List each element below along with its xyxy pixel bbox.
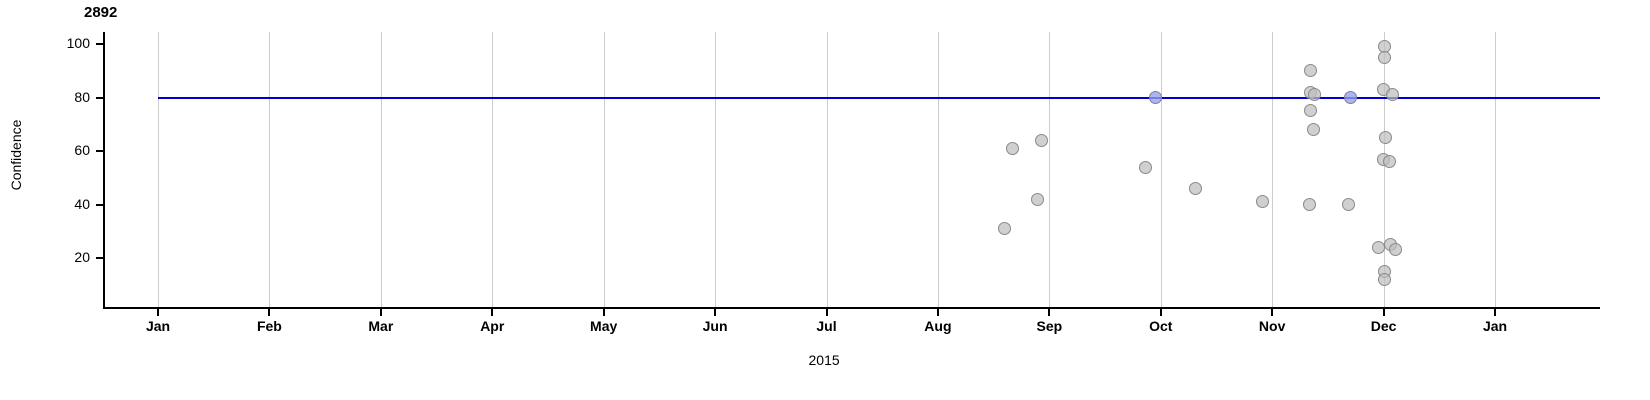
x-tick-mark [1048,309,1051,316]
scatter-point[interactable] [1304,104,1318,118]
scatter-point[interactable] [1035,133,1049,147]
x-tick-label: Sep [1036,318,1063,334]
y-tick-label: 40 [74,195,90,212]
scatter-point[interactable] [1304,64,1318,78]
grid-line [158,32,159,307]
y-tick-mark [96,96,103,99]
scatter-point[interactable] [1382,155,1396,169]
y-tick-label: 60 [74,142,90,158]
scatter-point[interactable] [1303,198,1317,211]
threshold-line [158,96,1600,99]
scatter-point[interactable] [1307,88,1321,102]
y-tick-mark [96,257,103,259]
scatter-point[interactable] [1139,160,1153,174]
x-tick-label: May [590,318,618,334]
scatter-point[interactable] [1005,141,1019,155]
x-axis-line [103,307,1600,309]
scatter-point[interactable] [1342,198,1356,211]
scatter-point[interactable] [1389,243,1403,257]
x-tick-label: Aug [924,318,952,334]
x-tick-label: Jan [145,318,171,334]
x-tick-mark [936,309,939,316]
x-tick-mark [714,309,717,316]
scatter-point[interactable] [1255,195,1269,209]
x-tick-label: Apr [480,318,505,334]
x-tick-label: Oct [1149,318,1173,334]
scatter-point[interactable] [1149,91,1163,104]
plot-area [105,32,1600,307]
grid-line [1049,32,1051,307]
grid-line [603,32,605,307]
scatter-point[interactable] [1030,192,1044,206]
grid-line [380,32,382,307]
x-tick-mark [1494,309,1496,316]
y-tick-label: 100 [66,35,90,51]
grid-line [937,32,939,307]
grid-line [1160,32,1162,307]
x-tick-mark [379,309,382,316]
y-tick-mark [96,43,103,45]
grid-line [1272,32,1274,307]
x-tick-mark [602,309,605,316]
scatter-point[interactable] [997,222,1011,236]
x-tick-mark [268,309,271,316]
x-tick-mark [157,309,159,316]
grid-line [1383,32,1385,307]
x-tick-label: Dec [1370,318,1397,334]
x-tick-mark [1271,309,1274,316]
x-tick-label: Nov [1258,318,1286,334]
y-axis-label: Confidence [8,119,24,191]
x-tick-label: Jun [702,318,728,334]
y-tick-mark [96,203,103,206]
y-axis-line [103,32,105,308]
grid-line [269,32,271,307]
chart-title: 2892 [84,4,118,21]
x-axis-label: 2015 [808,352,840,368]
x-tick-mark [825,309,828,316]
y-tick-label: 80 [74,88,90,105]
y-tick-label: 20 [74,249,90,265]
x-tick-label: Jul [816,318,837,334]
x-tick-label: Jan [1482,318,1508,334]
scatter-point[interactable] [1307,123,1321,137]
scatter-point[interactable] [1343,91,1357,104]
x-tick-mark [1382,309,1385,316]
y-tick-mark [96,150,103,152]
grid-line [492,32,494,307]
grid-line [715,32,717,307]
scatter-point[interactable] [1378,131,1392,145]
x-tick-label: Mar [368,318,394,334]
x-tick-mark [1159,309,1162,316]
scatter-point[interactable] [1378,50,1392,64]
x-tick-mark [491,309,494,316]
scatter-point[interactable] [1189,181,1203,195]
scatter-point[interactable] [1386,88,1400,102]
grid-line [826,32,828,307]
grid-line [1495,32,1496,307]
scatter-point[interactable] [1378,272,1392,286]
x-tick-label: Feb [256,318,282,334]
